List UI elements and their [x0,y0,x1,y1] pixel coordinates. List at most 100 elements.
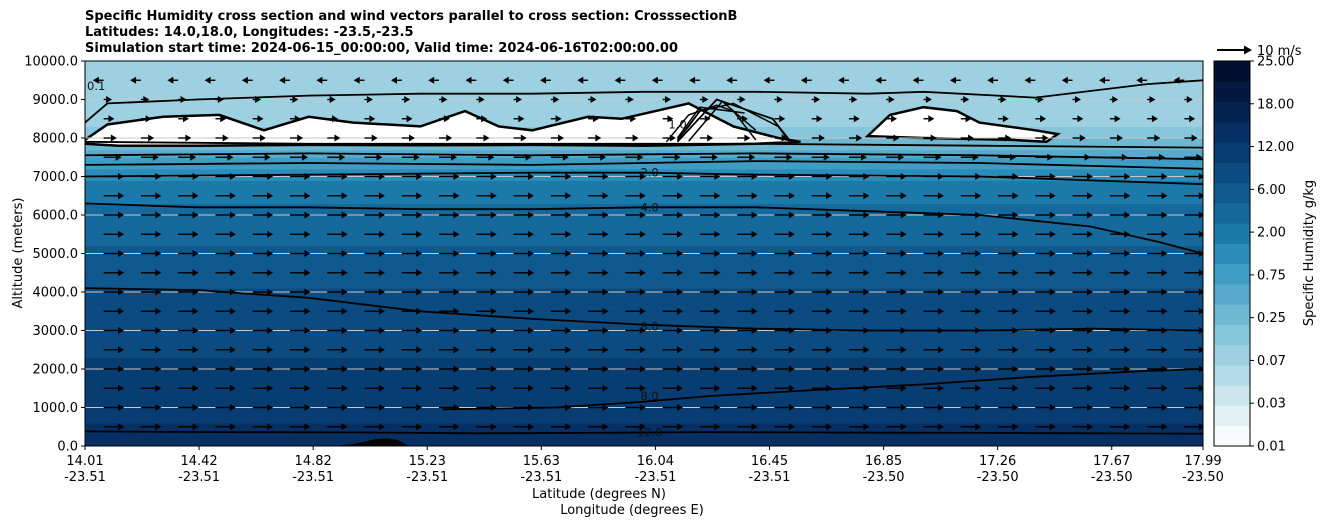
wind-vector-head [490,327,497,334]
humidity-band [85,265,1203,270]
wind-vector-head [937,173,944,180]
wind-vector-head [565,173,572,180]
wind-vectors [92,76,1203,431]
wind-vector-head [1002,115,1009,123]
humidity-band [85,188,1203,193]
wind-vector-head [826,211,833,219]
wind-vector-head [304,423,311,431]
y-tick-label: 7000.0 [33,170,79,185]
wind-vector-head [527,307,534,315]
humidity-band [85,292,1203,297]
wind-vector-head [630,115,637,123]
wind-vector-head [229,346,236,354]
wind-vector-head [1061,76,1068,84]
wind-vector-head [898,153,905,161]
wind-vector-head [241,76,248,84]
colorbar-frame [1213,60,1251,447]
wind-vector-head [1124,269,1131,277]
wind-vector-head [967,134,974,142]
x-tick-label-lon: -23.51 [634,470,676,485]
humidity-band [85,241,1203,247]
x-tick-label-lon: -23.50 [1091,470,1133,485]
contour-line [676,110,701,141]
y-tick-label: 8000.0 [33,132,79,147]
wind-vector-head [304,327,311,334]
wind-vector-head [1086,404,1093,411]
wind-vector-head [1049,288,1056,296]
humidity-band [85,230,1203,235]
wind-vector-head [259,134,266,142]
wind-vector-head [714,365,721,373]
wind-vector-head [490,307,497,315]
wind-vector-head [853,115,860,123]
wind-vector-head [1077,115,1084,123]
wind-vector-head [416,288,423,296]
wind-vector-head [1086,346,1093,354]
wind-vector-head [972,153,979,161]
humidity-band [85,388,1203,393]
humidity-band [85,253,1203,258]
humidity-band [85,257,1203,262]
humidity-band [85,334,1203,339]
wind-vector-head [726,76,733,84]
wind-vector-head [192,346,199,354]
wind-vector-head [130,76,137,84]
colorbar-swatch [1214,162,1250,184]
wind-vector-head [267,288,274,296]
wind-vector-head [490,269,497,277]
wind-vector-head [1198,269,1203,277]
wind-vector-head [975,404,982,411]
wind-vector-head [627,96,634,103]
wind-vector-head [677,250,684,257]
humidity-band [85,226,1203,231]
humidity-band [85,184,1203,189]
wind-vector-head [229,404,236,411]
wind-vector-head [483,134,490,142]
wind-vector-head [267,346,274,354]
wind-vector-head [267,423,274,431]
colorbar-swatch [1214,61,1250,82]
wind-vector-head [704,115,711,123]
humidity-band [85,84,1203,89]
wind-vector-head [975,423,982,431]
wind-vector-head [229,250,236,257]
wind-vector-head [751,192,758,200]
humidity-band [85,438,1203,443]
wind-vector-head [520,134,527,142]
wind-vector-head [1086,211,1093,219]
wind-vector-head [1012,173,1019,180]
wind-vector-head [1161,365,1168,373]
wind-vector-head [669,134,676,142]
wind-vector-head [863,288,870,296]
wind-vector-head [304,365,311,373]
humidity-band [85,103,1203,108]
wind-vector-head [341,288,348,296]
wind-vector-head [602,423,609,431]
wind-vector-head [677,288,684,296]
wind-vector-head [602,250,609,257]
wind-vector-head [1161,288,1168,296]
wind-vector-head [267,230,274,238]
humidity-band [85,180,1203,185]
wind-vector-head [294,115,301,123]
wind-vector-head [900,384,907,392]
wind-vector-head [602,365,609,373]
wind-vector-head [118,211,125,219]
x-axis-title-lon: Longitude (degrees E) [560,503,704,518]
wind-vector-head [1049,327,1056,334]
x-tick-label-lat: 16.45 [751,454,788,469]
wind-vector-head [937,211,944,219]
wind-vector-head [565,192,572,200]
wind-vector-head [341,230,348,238]
wind-vector-head [1074,96,1081,103]
wind-vector-head [527,250,534,257]
wind-vector-head [826,250,833,257]
humidity-band [85,164,1203,170]
wind-vector-head [1049,384,1056,392]
wind-vector-head [975,288,982,296]
wind-vector-head [1136,76,1143,84]
humidity-band [85,195,1203,201]
wind-vector-head [818,134,825,142]
wind-vector-head [602,192,609,200]
wind-vector-head [602,211,609,219]
